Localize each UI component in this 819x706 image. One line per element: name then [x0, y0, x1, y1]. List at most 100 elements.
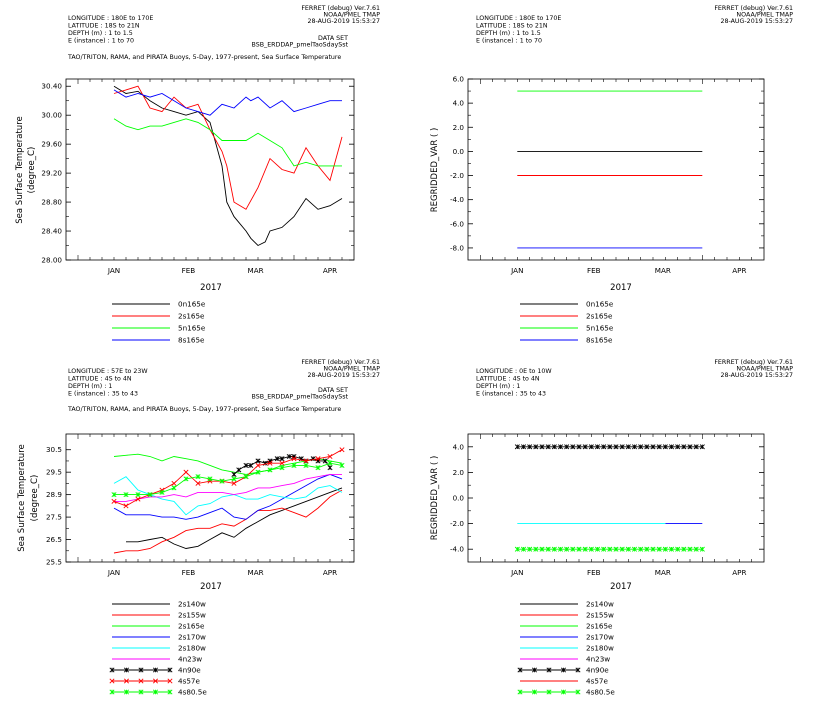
- dataset-label: BSB_ERDDAP_pmelTaoSdaySst: [252, 42, 349, 49]
- data-point-marker: [638, 444, 644, 450]
- legend-label: 2s170w: [178, 633, 206, 642]
- legend-marker: [546, 689, 552, 695]
- data-point-marker: [570, 546, 576, 552]
- data-point-marker: [255, 469, 261, 475]
- ferret-version-line: 28-AUG-2019 15:53:27: [307, 18, 380, 25]
- data-point-marker: [662, 444, 668, 450]
- legend-label: 2s165e: [178, 312, 205, 321]
- legend-label: 2s165e: [586, 312, 613, 321]
- legend-marker: [517, 689, 523, 695]
- legend-marker: [560, 667, 567, 673]
- legend-marker: [152, 667, 159, 673]
- data-point-marker: [594, 444, 601, 450]
- y-tick-label: 29.20: [41, 169, 62, 178]
- y-tick-label: -4.0: [450, 195, 464, 204]
- y-tick-label: 2.0: [453, 468, 465, 477]
- series-line: [113, 89, 342, 116]
- series-2s180w: [113, 476, 343, 516]
- series-line: [113, 85, 343, 210]
- y-tick-label: 0.0: [453, 494, 465, 503]
- x-tick-label: MAR: [248, 266, 264, 275]
- ferret-version-line: FERRET (debug) Ver.7.61: [714, 359, 793, 366]
- series-8s165e: [113, 89, 342, 116]
- data-point-marker: [527, 444, 533, 450]
- data-point-marker: [183, 469, 189, 475]
- data-point-marker: [231, 471, 237, 477]
- data-point-marker: [539, 546, 545, 552]
- dataset-label: DATA SET: [318, 35, 348, 42]
- data-point-marker: [631, 546, 638, 552]
- data-point-marker: [279, 460, 285, 466]
- legend-marker: [560, 689, 567, 695]
- series-4n23w: [114, 473, 342, 502]
- ferret-version-line: NOAA/PMEL TMAP: [323, 12, 380, 19]
- data-point-marker: [576, 546, 582, 552]
- dataset-label: DATA SET: [318, 387, 348, 394]
- legend-marker: [575, 689, 581, 695]
- y-tick-label: 30.5: [46, 445, 62, 454]
- ferret-version-line: NOAA/PMEL TMAP: [736, 12, 793, 19]
- data-point-marker: [675, 546, 681, 552]
- data-point-marker: [195, 474, 201, 480]
- y-axis-label: (degree_C): [27, 147, 37, 194]
- header-info-line: LATITUDE : 4S to 4N: [68, 376, 132, 383]
- data-point-marker: [267, 467, 273, 473]
- legend-entry: 2s170w: [112, 633, 206, 642]
- x-tick-label: FEB: [182, 266, 196, 275]
- header-info-line: LATITUDE : 4S to 4N: [476, 376, 540, 383]
- legend-label: 5n165e: [178, 324, 206, 333]
- header-info-line: E (instance) : 35 to 43: [68, 391, 138, 398]
- legend-marker: [138, 667, 144, 673]
- legend-entry: 2s180w: [520, 644, 614, 653]
- series-2s155w: [113, 489, 343, 554]
- legend-marker: [152, 678, 159, 684]
- y-tick-label: 0.0: [453, 147, 465, 156]
- legend-label: 5n165e: [586, 324, 614, 333]
- legend-label: 2s165e: [586, 622, 613, 631]
- legend-label: 4n23w: [586, 655, 610, 664]
- data-point-marker: [207, 478, 213, 484]
- x-axis-label: 2017: [200, 582, 222, 592]
- plot-frame: [65, 433, 355, 563]
- series-line: [114, 473, 342, 502]
- x-tick-label: JAN: [107, 266, 120, 275]
- x-tick-label: APR: [323, 266, 337, 275]
- legend-label: 4s57e: [586, 677, 608, 686]
- legend-marker: [517, 667, 523, 673]
- data-point-marker: [681, 444, 687, 450]
- data-point-marker: [601, 546, 607, 552]
- legend-label: 2s180w: [178, 644, 206, 653]
- legend-label: 2s165e: [178, 622, 205, 631]
- series-5n165e: [113, 118, 342, 167]
- legend-label: 4s57e: [178, 677, 200, 686]
- legend-entry: 4s57e: [520, 677, 608, 686]
- y-tick-label: -2.0: [450, 519, 464, 528]
- x-tick-label: APR: [323, 568, 337, 577]
- header-info-line: DEPTH (m) : 1 to 1.5: [68, 30, 133, 37]
- data-point-marker: [135, 496, 141, 502]
- data-point-marker: [619, 444, 625, 450]
- legend-label: 4s80.5e: [586, 688, 615, 697]
- series-line: [113, 453, 343, 475]
- y-tick-label: 28.40: [41, 227, 62, 236]
- data-point-marker: [564, 444, 570, 450]
- data-point-marker: [625, 444, 631, 450]
- data-point-marker: [195, 480, 201, 486]
- data-point-marker: [699, 546, 705, 552]
- data-point-marker: [687, 444, 693, 450]
- data-point-marker: [582, 444, 588, 450]
- data-point-marker: [322, 458, 328, 464]
- legend-label: 2s140w: [178, 600, 206, 609]
- data-point-marker: [279, 456, 285, 462]
- data-point-marker: [327, 460, 333, 466]
- legend-entry: 4s57e: [109, 677, 200, 686]
- legend-marker: [531, 667, 538, 673]
- legend-marker: [123, 678, 130, 684]
- data-point-marker: [625, 546, 631, 552]
- y-axis-label: Sea Surface Temperature: [17, 444, 27, 551]
- legend-label: 4n23w: [178, 655, 202, 664]
- y-tick-label: 2.0: [453, 123, 465, 132]
- legend-entry: 8s165e: [520, 336, 613, 345]
